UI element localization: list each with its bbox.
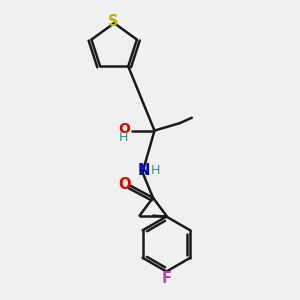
Text: H: H <box>119 131 128 144</box>
Text: N: N <box>137 164 150 178</box>
Text: O: O <box>118 122 130 136</box>
Text: F: F <box>161 271 171 286</box>
Text: H: H <box>150 164 160 176</box>
Text: O: O <box>118 177 130 192</box>
Text: S: S <box>108 14 119 29</box>
